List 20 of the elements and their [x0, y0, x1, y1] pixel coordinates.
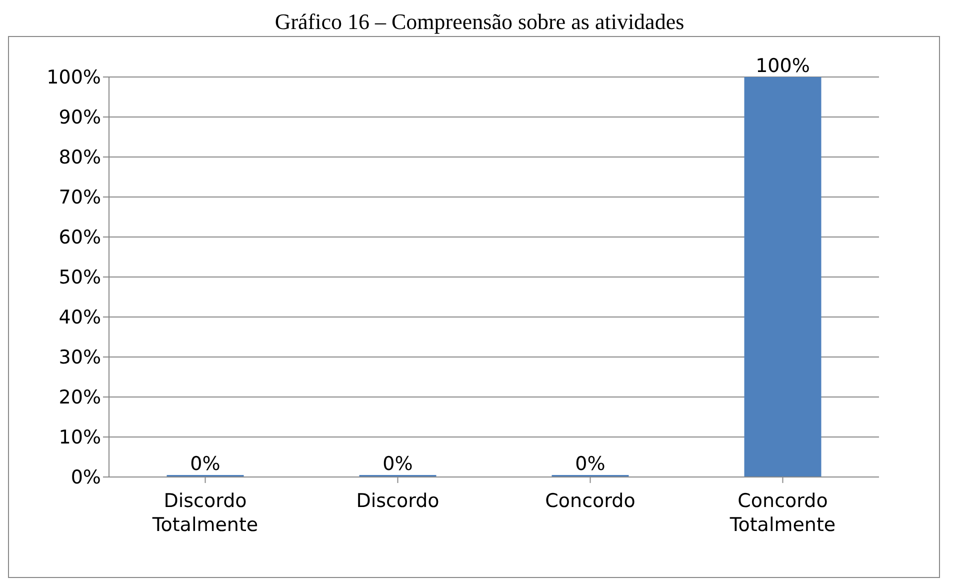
y-tick-label: 90% [58, 106, 101, 129]
x-tick-label: Concordo [545, 490, 636, 512]
data-label: 0% [382, 453, 413, 475]
chart-title: Gráfico 16 – Compreensão sobre as atividades [274, 8, 686, 36]
y-tick-label: 40% [58, 306, 101, 329]
x-tick-label: Discordo [356, 490, 440, 512]
y-tick-label: 80% [58, 146, 101, 169]
y-tick-label: 30% [58, 346, 101, 369]
y-tick-label: 60% [58, 226, 101, 249]
y-tick-label: 20% [58, 386, 101, 409]
y-tick-label: 70% [58, 186, 101, 209]
x-tick-label: Concordo Totalmente [728, 490, 836, 536]
y-tick-label: 10% [58, 426, 101, 449]
data-label: 0% [575, 453, 606, 475]
data-label: 0% [190, 453, 220, 475]
x-tick-label: Discordo Totalmente [151, 490, 258, 536]
y-tick-label: 100% [46, 66, 101, 89]
data-label: 100% [756, 55, 810, 77]
y-tick-label: 50% [58, 266, 101, 289]
y-tick-label: 0% [70, 466, 101, 489]
